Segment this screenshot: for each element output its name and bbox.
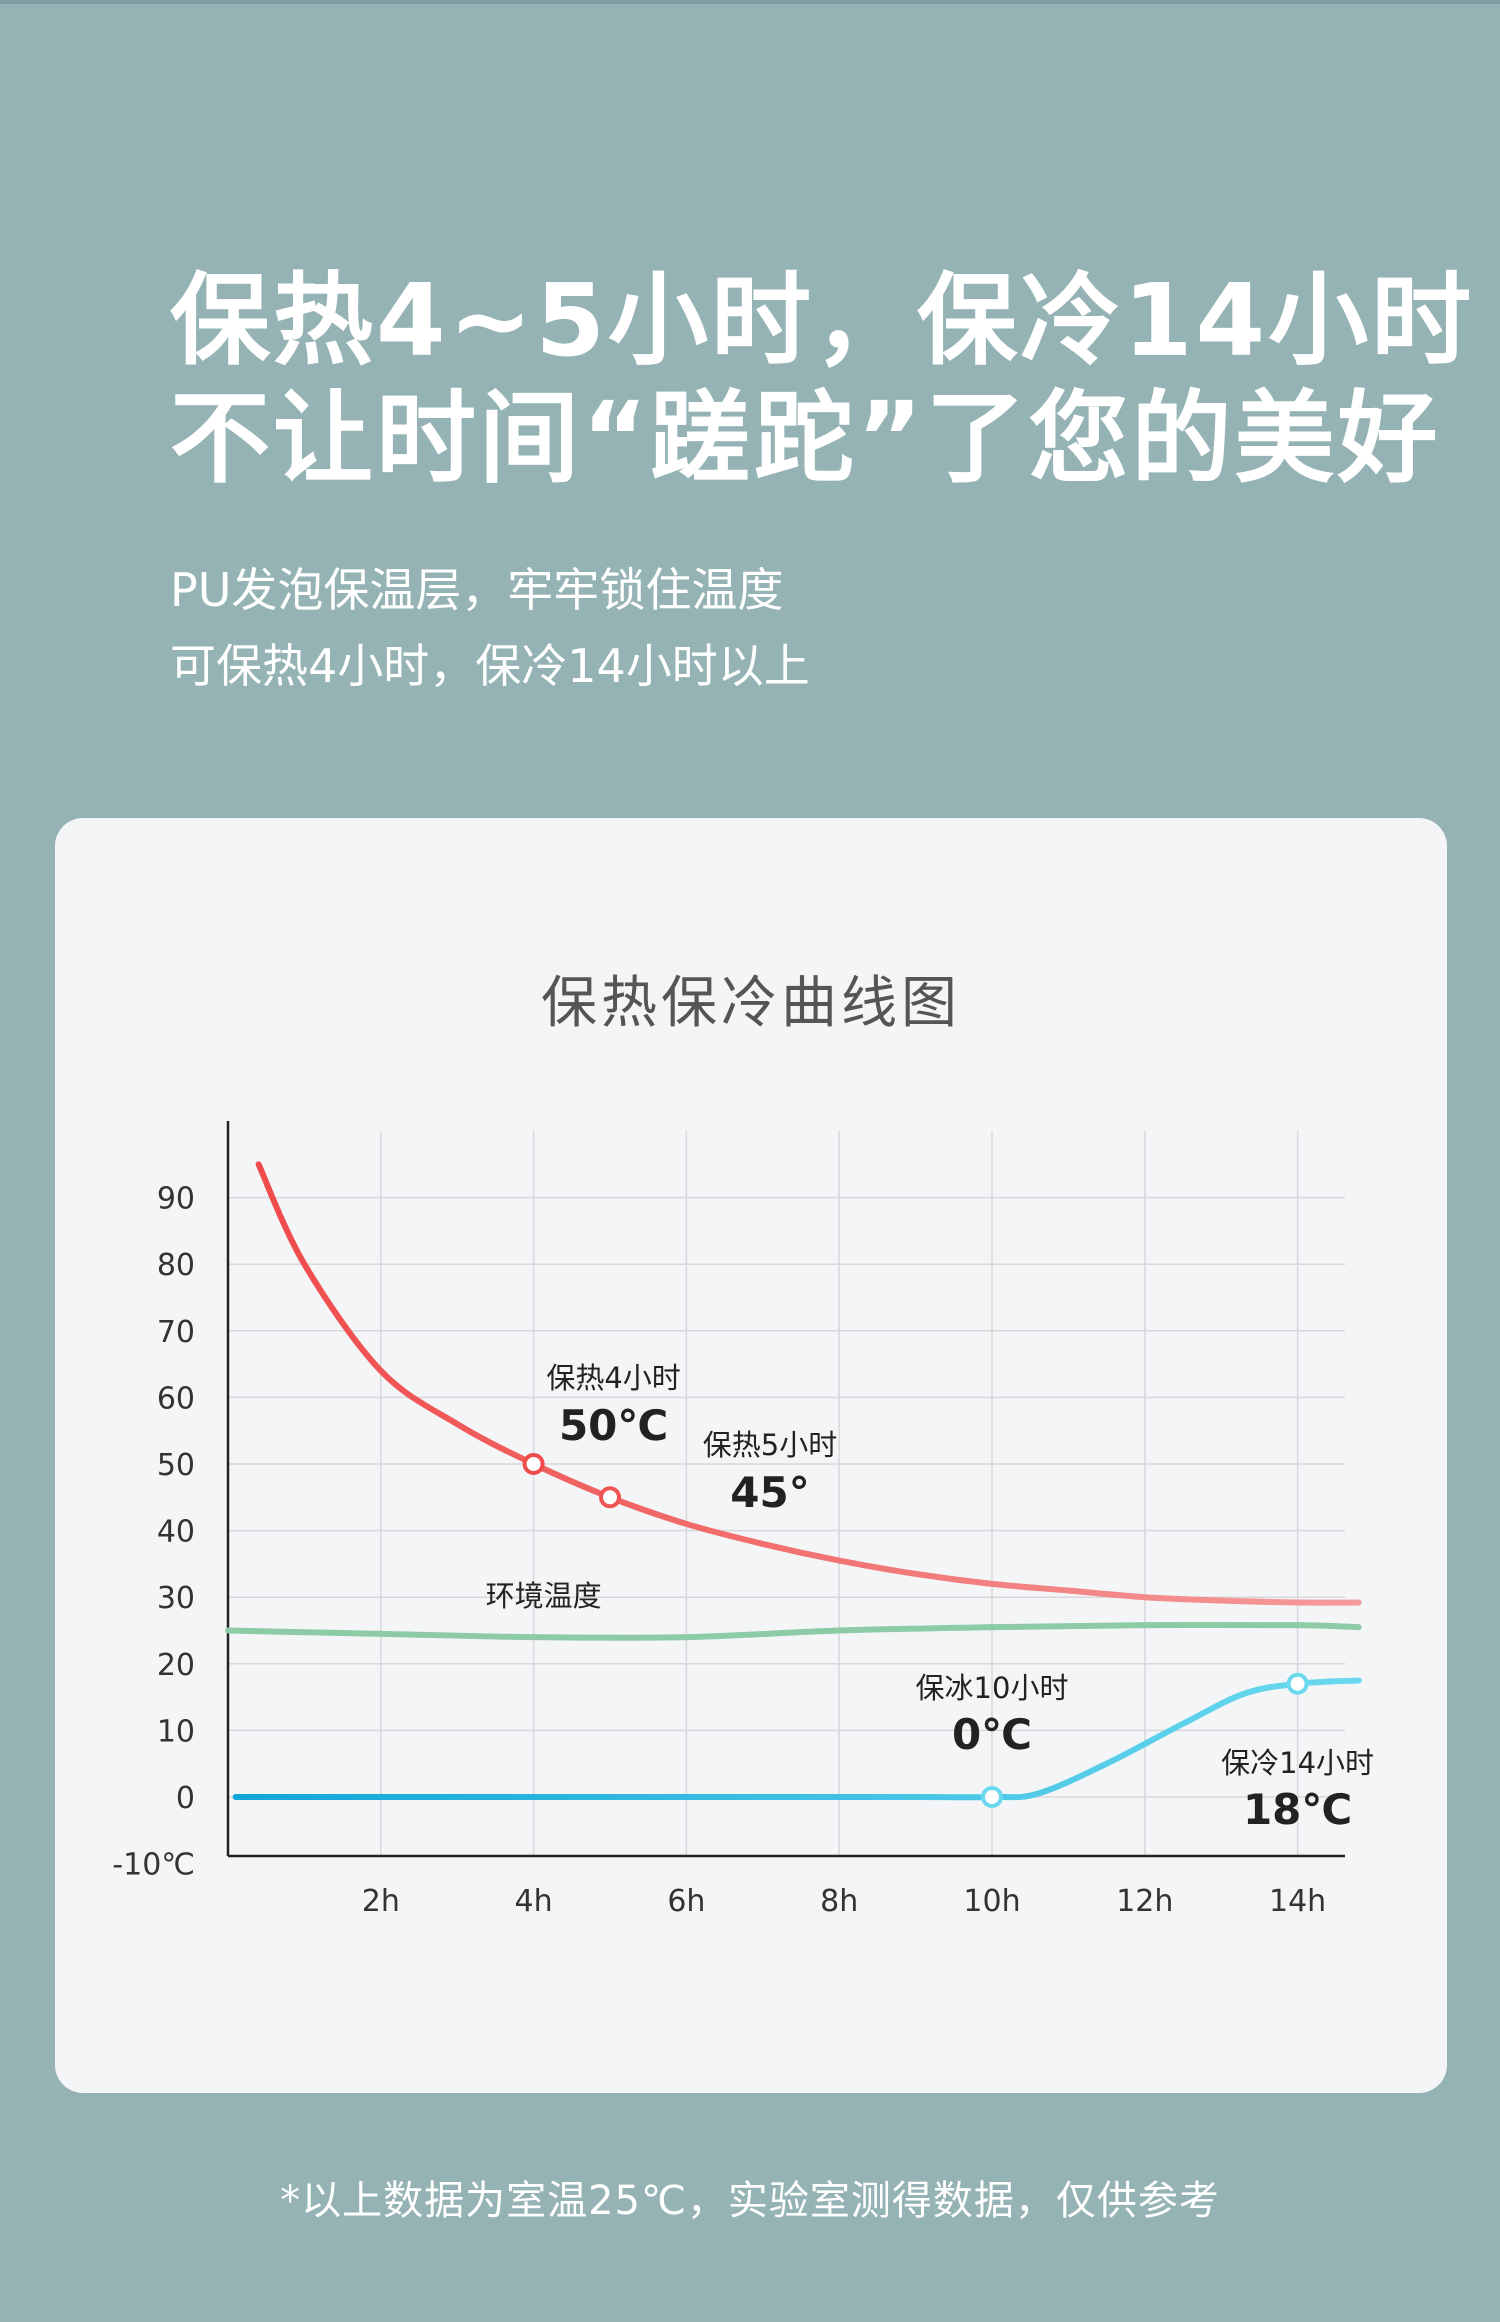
- footnote: *以上数据为室温25℃，实验室测得数据，仅供参考: [280, 2178, 1220, 2224]
- y-tick-label: 10: [157, 1714, 195, 1749]
- annotation-label-cold-14h: 保冷14小时: [1221, 1746, 1374, 1780]
- annotation-value-cold-14h: 18℃: [1243, 1785, 1352, 1834]
- headline-line-2: 不让时间“蹉跎”了您的美好: [170, 380, 1441, 497]
- annotation-value-hot-5h: 45°: [730, 1468, 809, 1517]
- y-tick-label: 90: [157, 1182, 195, 1217]
- y-tick-label: -10℃: [112, 1848, 195, 1883]
- x-tick-label: 10h: [963, 1884, 1020, 1919]
- y-tick-label: 70: [157, 1315, 195, 1350]
- temperature-chart: 90 80 70 60 50 40 30 20 10 0 -10℃ 2h 4h 6h 8h 10h 12h 14h…: [112, 1121, 1374, 1919]
- x-tick-label: 14h: [1269, 1884, 1326, 1919]
- subtitle: PU发泡保温层，牢牢锁住温度 可保热4小时，保冷14小时以上: [170, 552, 1370, 704]
- y-tick-label: 0: [176, 1781, 195, 1816]
- series-line-hot: [255, 1161, 1362, 1606]
- marker-hot-4h: [522, 1453, 545, 1475]
- headline-line-1: 保热4~5小时，保冷14小时: [170, 262, 1475, 379]
- y-tick-label: 80: [157, 1248, 195, 1283]
- series-line-ambient: [225, 1621, 1362, 1641]
- marker-cold-14h: [1286, 1672, 1309, 1695]
- series-line-cold: [232, 1677, 1362, 1801]
- marker-cold-10h: [981, 1786, 1003, 1808]
- subtitle-line-1: PU发泡保温层，牢牢锁住温度: [170, 563, 784, 617]
- headline: 保热4~5小时，保冷14小时 不让时间“蹉跎”了您的美好: [170, 262, 1475, 498]
- annotation-value-hot-4h: 50℃: [559, 1401, 668, 1450]
- y-tick-label: 20: [157, 1648, 195, 1683]
- annotation-label-ambient: 环境温度: [486, 1579, 602, 1613]
- chart-title: 保热保冷曲线图: [541, 971, 961, 1036]
- annotation-label-hot-4h: 保热4小时: [546, 1361, 680, 1395]
- x-tick-label: 6h: [667, 1884, 705, 1919]
- annotation-label-cold-10h: 保冰10小时: [916, 1671, 1069, 1705]
- annotation-label-hot-5h: 保热5小时: [703, 1428, 837, 1462]
- x-tick-label: 2h: [362, 1884, 400, 1919]
- x-tick-label: 12h: [1116, 1884, 1173, 1919]
- subtitle-line-2: 可保热4小时，保冷14小时以上: [170, 639, 810, 693]
- chart-card: 保热保冷曲线图 90 80 70 60 50 40 30 20 10 0 -10℃ 2h 4h 6h 8h 1…: [55, 818, 1447, 2093]
- x-tick-label: 4h: [515, 1884, 553, 1919]
- y-tick-label: 30: [157, 1581, 195, 1616]
- y-tick-label: 60: [157, 1381, 195, 1416]
- y-tick-label: 50: [157, 1448, 195, 1483]
- x-tick-label: 8h: [820, 1884, 858, 1919]
- marker-hot-5h: [599, 1486, 621, 1509]
- y-tick-label: 40: [157, 1515, 195, 1550]
- top-border-line: [0, 0, 1500, 4]
- annotation-value-cold-10h: 0℃: [952, 1710, 1032, 1759]
